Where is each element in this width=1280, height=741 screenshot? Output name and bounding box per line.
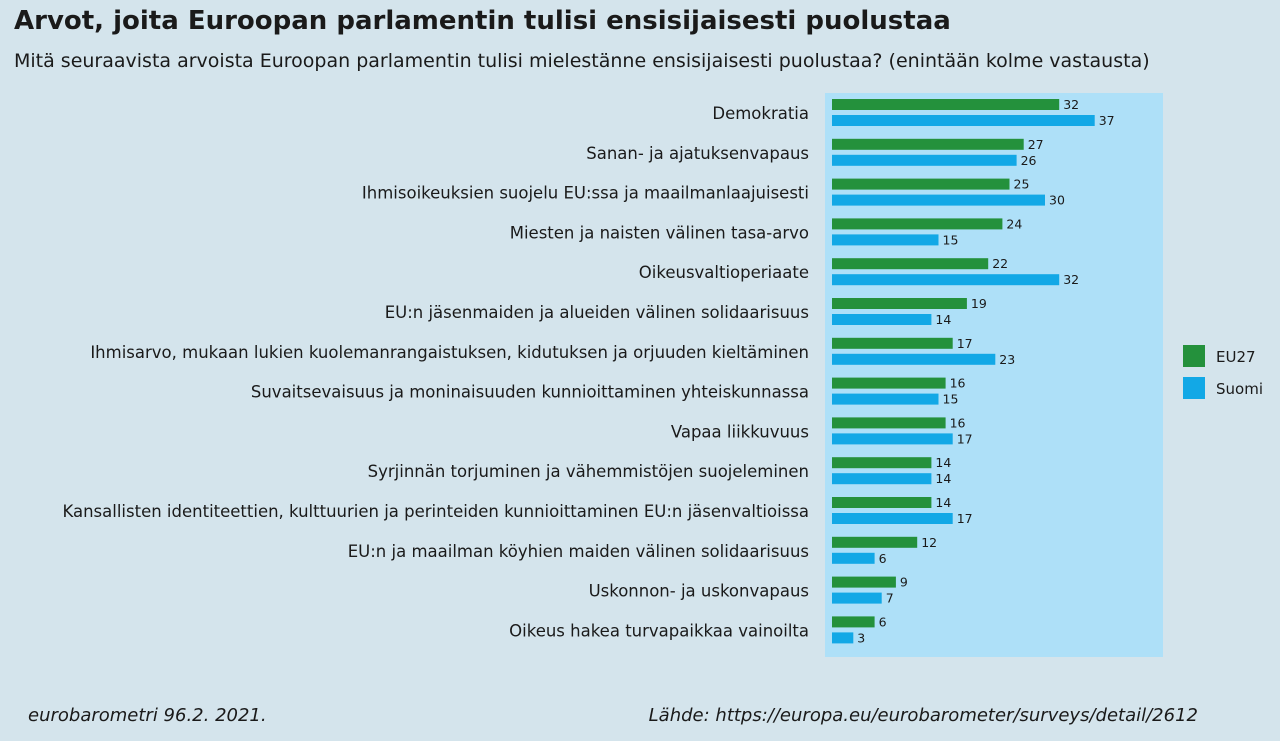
value-label: 6 bbox=[879, 551, 887, 566]
value-label: 16 bbox=[950, 415, 966, 430]
bar-eu27 bbox=[832, 178, 1010, 190]
category-label: Syrjinnän torjuminen ja vähemmistöjen su… bbox=[368, 462, 809, 481]
bar-eu27 bbox=[832, 457, 932, 469]
category-label: Suvaitsevaisuus ja moninaisuuden kunnioi… bbox=[251, 383, 809, 402]
value-label: 23 bbox=[999, 352, 1015, 367]
bar-suomi bbox=[832, 234, 939, 246]
category-label: EU:n ja maailman köyhien maiden välinen … bbox=[348, 542, 809, 561]
bar-suomi bbox=[832, 154, 1017, 166]
bar-eu27 bbox=[832, 218, 1003, 230]
legend-label-eu27: EU27 bbox=[1216, 348, 1256, 366]
bar-suomi bbox=[832, 274, 1060, 286]
bar-eu27 bbox=[832, 99, 1060, 110]
bar-eu27 bbox=[832, 417, 946, 429]
value-label: 22 bbox=[992, 256, 1008, 271]
bar-eu27 bbox=[832, 377, 946, 389]
value-label: 7 bbox=[886, 591, 894, 606]
value-label: 17 bbox=[957, 511, 973, 526]
value-label: 32 bbox=[1063, 272, 1079, 287]
value-label: 14 bbox=[935, 312, 951, 327]
bar-eu27 bbox=[832, 258, 989, 270]
bar-eu27 bbox=[832, 576, 896, 588]
category-labels: Demokratia Sanan- ja ajatuksenvapaus Ihmis… bbox=[62, 104, 809, 640]
bar-eu27 bbox=[832, 337, 953, 349]
value-label: 32 bbox=[1063, 97, 1079, 112]
bar-eu27 bbox=[832, 497, 932, 508]
category-label: EU:n jäsenmaiden ja alueiden välinen sol… bbox=[385, 303, 809, 322]
category-label: Miesten ja naisten välinen tasa-arvo bbox=[510, 223, 809, 242]
bar-suomi bbox=[832, 314, 932, 325]
value-label: 25 bbox=[1014, 177, 1030, 192]
legend-swatch-eu27 bbox=[1183, 345, 1205, 367]
value-label: 16 bbox=[950, 376, 966, 391]
category-label: Kansallisten identiteettien, kulttuurien… bbox=[62, 502, 809, 521]
value-label: 17 bbox=[957, 336, 973, 351]
value-label: 6 bbox=[879, 614, 887, 629]
value-label: 14 bbox=[935, 455, 951, 470]
bar-eu27 bbox=[832, 616, 875, 628]
bars bbox=[832, 99, 1095, 644]
category-label: Sanan- ja ajatuksenvapaus bbox=[586, 144, 809, 163]
bar-suomi bbox=[832, 393, 939, 405]
value-label: 17 bbox=[957, 431, 973, 446]
bar-suomi bbox=[832, 353, 996, 365]
legend-swatch-suomi bbox=[1183, 377, 1205, 399]
chart-title: Arvot, joita Euroopan parlamentin tulisi… bbox=[14, 6, 951, 36]
category-label: Oikeus hakea turvapaikkaa vainoilta bbox=[509, 621, 809, 640]
category-label: Vapaa liikkuvuus bbox=[671, 422, 809, 441]
value-label: 15 bbox=[943, 392, 959, 407]
legend-label-suomi: Suomi bbox=[1216, 380, 1263, 398]
value-label: 30 bbox=[1049, 193, 1065, 208]
value-label: 19 bbox=[971, 296, 987, 311]
value-label: 24 bbox=[1006, 216, 1022, 231]
value-label: 14 bbox=[935, 495, 951, 510]
bar-suomi bbox=[832, 592, 882, 604]
bar-suomi bbox=[832, 194, 1045, 206]
chart-subtitle: Mitä seuraavista arvoista Euroopan parla… bbox=[14, 50, 1150, 72]
value-label: 12 bbox=[921, 535, 937, 550]
category-label: Ihmisoikeuksien suojelu EU:ssa ja maailm… bbox=[362, 184, 809, 203]
value-label: 26 bbox=[1021, 153, 1037, 168]
bar-eu27 bbox=[832, 138, 1024, 150]
category-label: Demokratia bbox=[712, 104, 809, 123]
category-label: Uskonnon- ja uskonvapaus bbox=[589, 582, 809, 601]
value-label: 27 bbox=[1028, 137, 1044, 152]
bar-eu27 bbox=[832, 536, 918, 548]
value-label: 9 bbox=[900, 575, 908, 590]
bar-suomi bbox=[832, 552, 875, 564]
value-label: 3 bbox=[857, 630, 865, 645]
bar-eu27 bbox=[832, 298, 967, 309]
bar-suomi bbox=[832, 473, 932, 485]
bar-suomi bbox=[832, 513, 953, 524]
value-label: 37 bbox=[1099, 113, 1115, 128]
footer-note: eurobarometri 96.2. 2021. bbox=[28, 705, 267, 726]
value-label: 14 bbox=[935, 471, 951, 486]
source-note: Lähde: https://europa.eu/eurobarometer/s… bbox=[648, 705, 1198, 726]
bar-suomi bbox=[832, 632, 854, 644]
category-label: Oikeusvaltioperiaate bbox=[639, 263, 809, 282]
plot-background bbox=[825, 93, 1163, 657]
legend: EU27 Suomi bbox=[1183, 345, 1263, 399]
category-label: Ihmisarvo, mukaan lukien kuolemanrangais… bbox=[90, 343, 809, 362]
bar-suomi bbox=[832, 433, 953, 445]
value-label: 15 bbox=[943, 232, 959, 247]
value-labels: 3237272625302415223219141723161516171414… bbox=[857, 97, 1114, 645]
bar-suomi bbox=[832, 115, 1095, 126]
